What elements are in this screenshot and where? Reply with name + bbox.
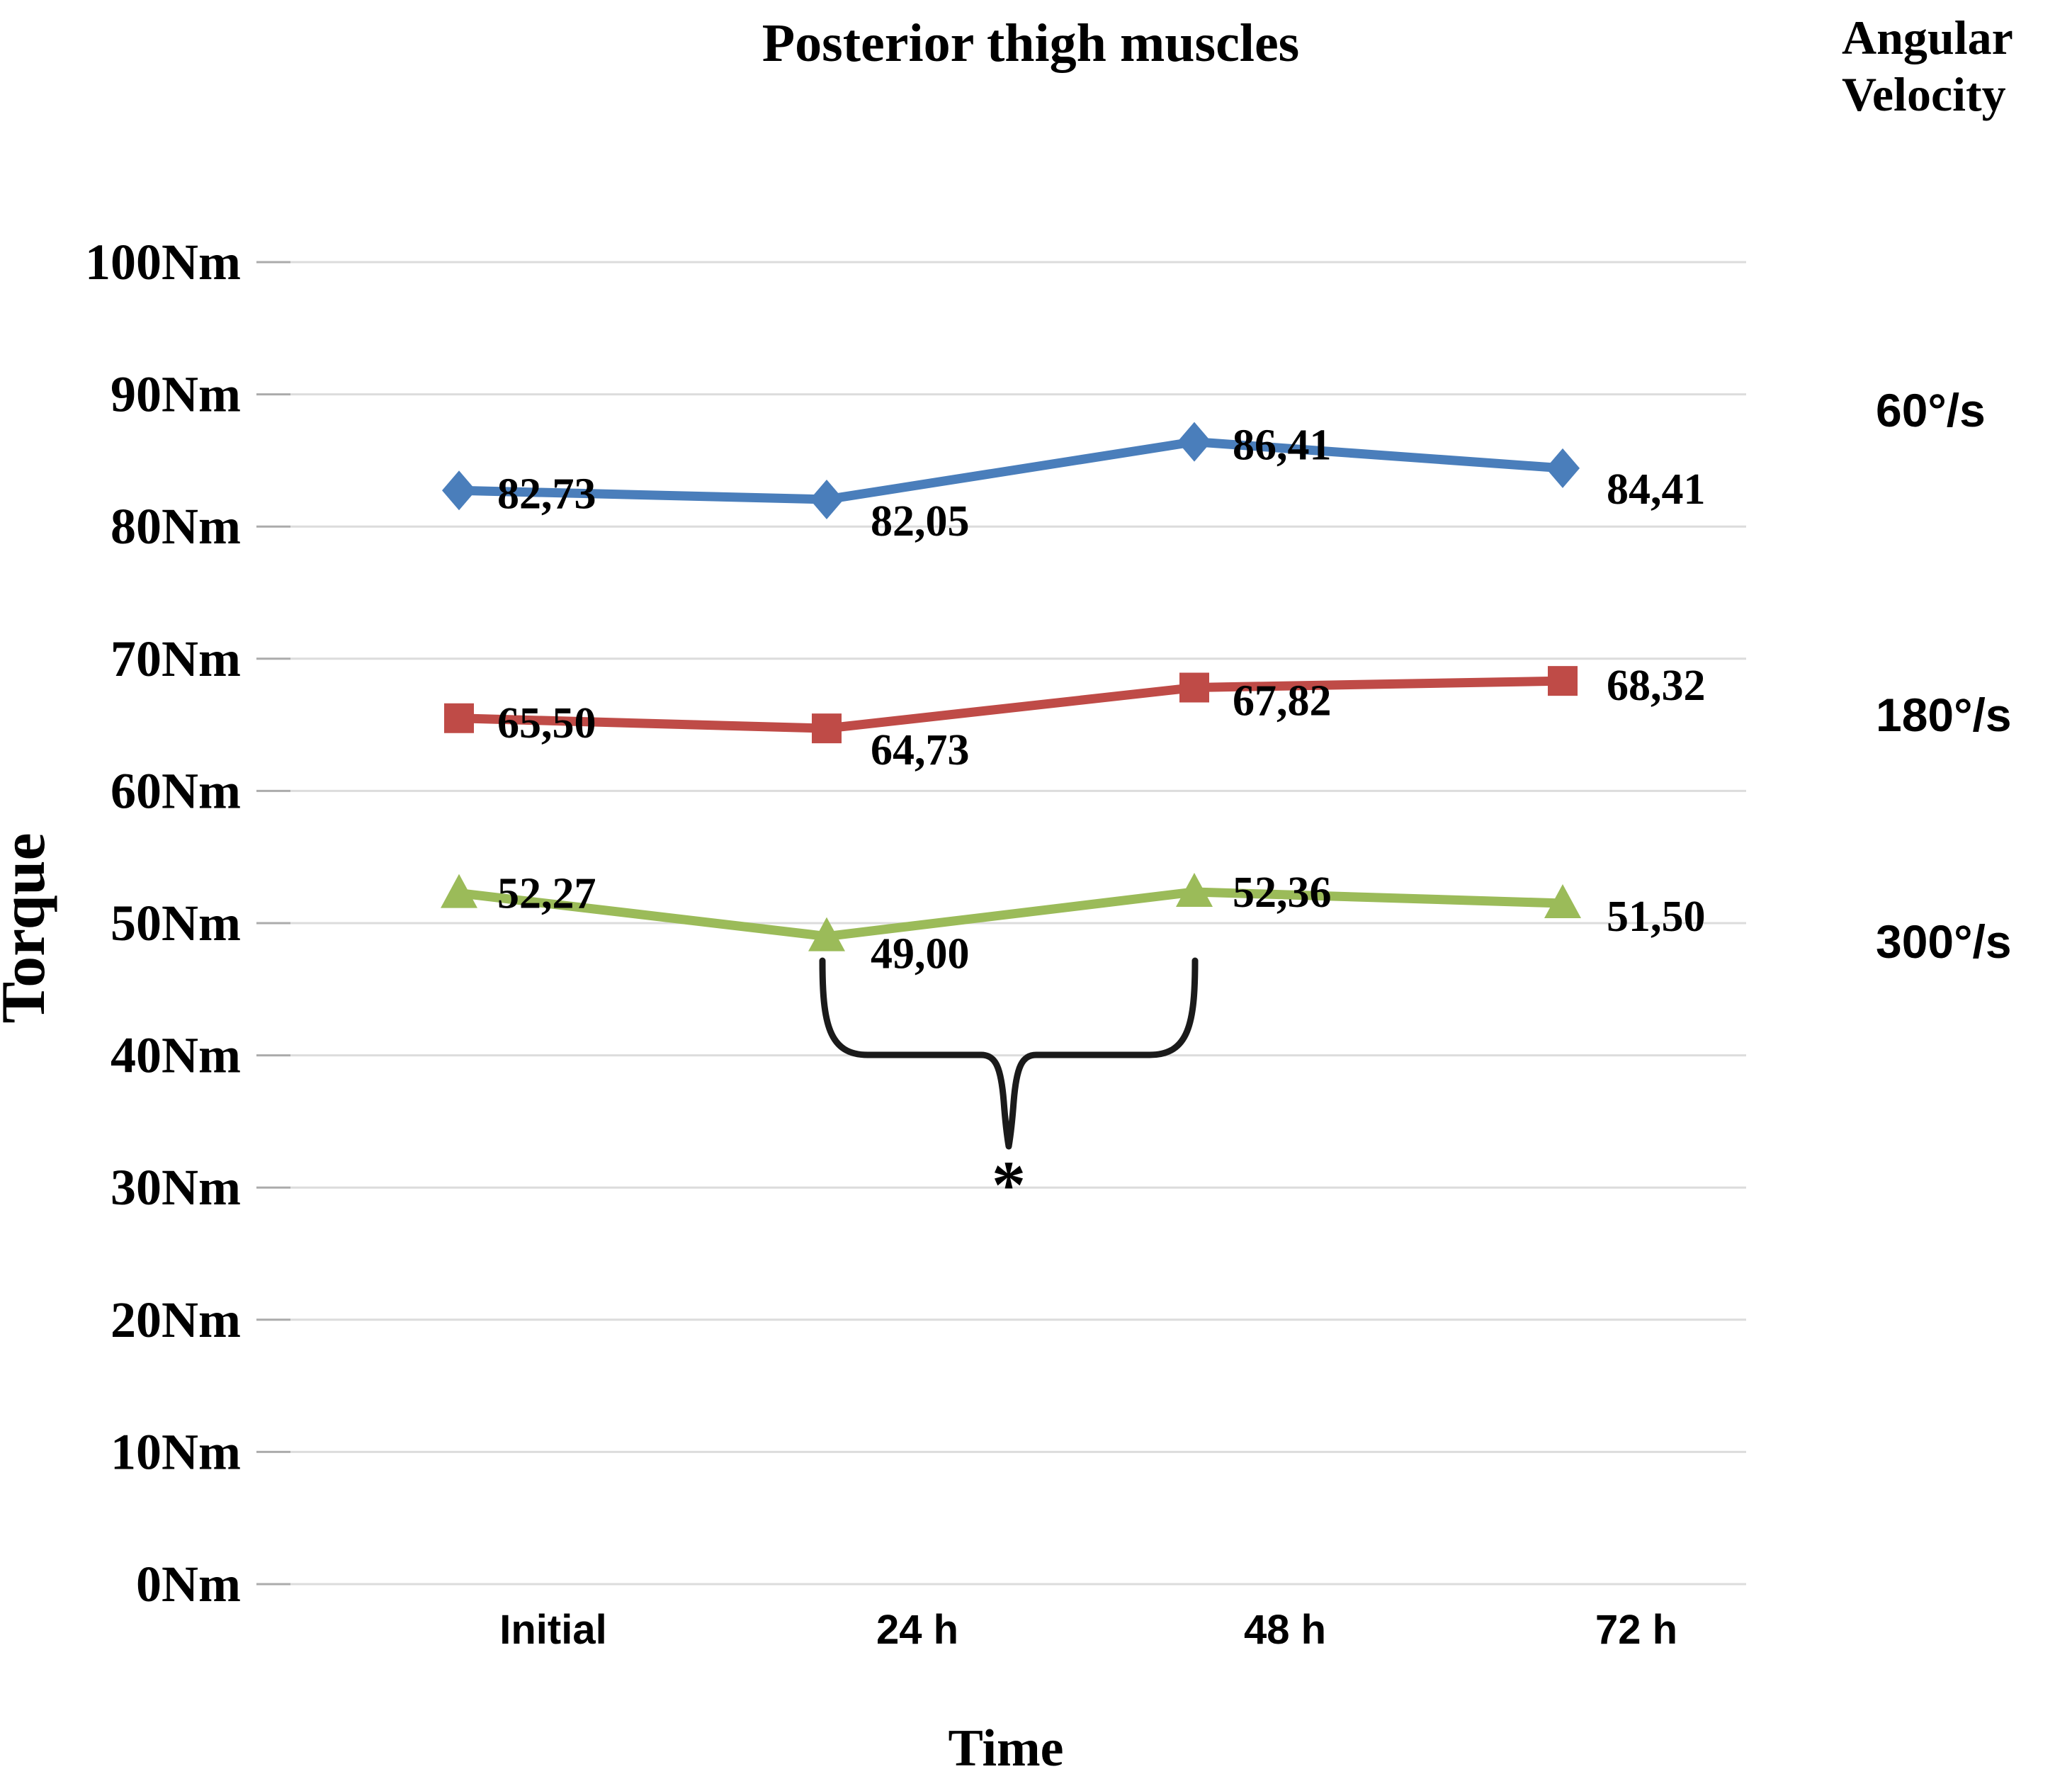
diamond-marker [1546, 448, 1580, 488]
data-point-label: 49,00 [871, 930, 970, 978]
y-tick-label: 70Nm [111, 631, 241, 687]
y-tick-label: 90Nm [111, 366, 241, 423]
y-tick-label: 80Nm [111, 498, 241, 555]
square-marker [1179, 672, 1209, 703]
triangle-marker [441, 874, 477, 908]
triangle-marker [1176, 872, 1213, 907]
y-tick-label: 40Nm [111, 1027, 241, 1084]
data-point-label: 68,32 [1607, 662, 1706, 710]
data-point-label: 52,36 [1233, 869, 1332, 917]
y-axis-title: Torque [0, 832, 58, 1023]
x-category-label: Initial [499, 1607, 606, 1653]
significance-bracket [819, 957, 1199, 1150]
data-point-label: 82,05 [871, 497, 970, 546]
y-tick-label: 30Nm [111, 1159, 241, 1216]
legend-series-label: 60°/s [1876, 384, 1986, 436]
y-tick-label: 50Nm [111, 895, 241, 951]
data-point-label: 86,41 [1233, 422, 1332, 470]
series-line-60°/s [454, 437, 1568, 504]
legend-series-label: 180°/s [1876, 689, 2012, 741]
y-tick-label: 0Nm [136, 1556, 241, 1612]
y-tick-label: 60Nm [111, 762, 241, 819]
square-marker [444, 703, 474, 733]
legend-header-line2: Velocity [1842, 67, 2006, 121]
diamond-marker [810, 479, 844, 519]
diamond-marker [442, 470, 476, 511]
legend-series-label: 300°/s [1876, 915, 2012, 968]
series-lines: 82,73 82,05 86,41 84,41 65,50 64,73 67,82 68,32… [441, 422, 1706, 978]
gridlines [256, 261, 1746, 1586]
y-tick-label: 10Nm [111, 1423, 241, 1480]
x-axis-title: Time [948, 1719, 1063, 1778]
x-category-label: 48 h [1244, 1607, 1326, 1653]
data-point-label: 82,73 [497, 470, 596, 518]
legend-series-labels: 60°/s 180°/s 300°/s [1876, 384, 2012, 968]
x-category-labels: Initial 24 h 48 h 72 h [499, 1607, 1677, 1653]
square-marker [1548, 666, 1578, 696]
series-line-300°/s [454, 887, 1568, 942]
data-point-label: 64,73 [871, 726, 970, 774]
x-category-label: 24 h [876, 1607, 958, 1653]
data-point-label: 51,50 [1607, 893, 1706, 941]
chart-title: Posterior thigh muscles [762, 13, 1300, 73]
data-point-label: 65,50 [497, 699, 596, 747]
x-category-label: 72 h [1595, 1607, 1677, 1653]
square-marker [812, 713, 842, 744]
diamond-marker [1177, 422, 1211, 462]
y-tick-labels: 100Nm 90Nm 80Nm 70Nm 60Nm 50Nm 40Nm 30Nm 20Nm 10N… [85, 234, 241, 1612]
legend-header-line1: Angular [1842, 11, 2013, 64]
triangle-marker [808, 917, 845, 951]
y-tick-label: 20Nm [111, 1292, 241, 1348]
data-point-label: 52,27 [497, 870, 596, 918]
data-point-label: 84,41 [1607, 465, 1706, 514]
series-line-180°/s [454, 676, 1568, 733]
triangle-marker [1544, 884, 1581, 919]
y-tick-label: 100Nm [85, 234, 241, 290]
significance-asterisk: * [992, 1147, 1026, 1223]
data-point-label: 67,82 [1233, 677, 1332, 725]
